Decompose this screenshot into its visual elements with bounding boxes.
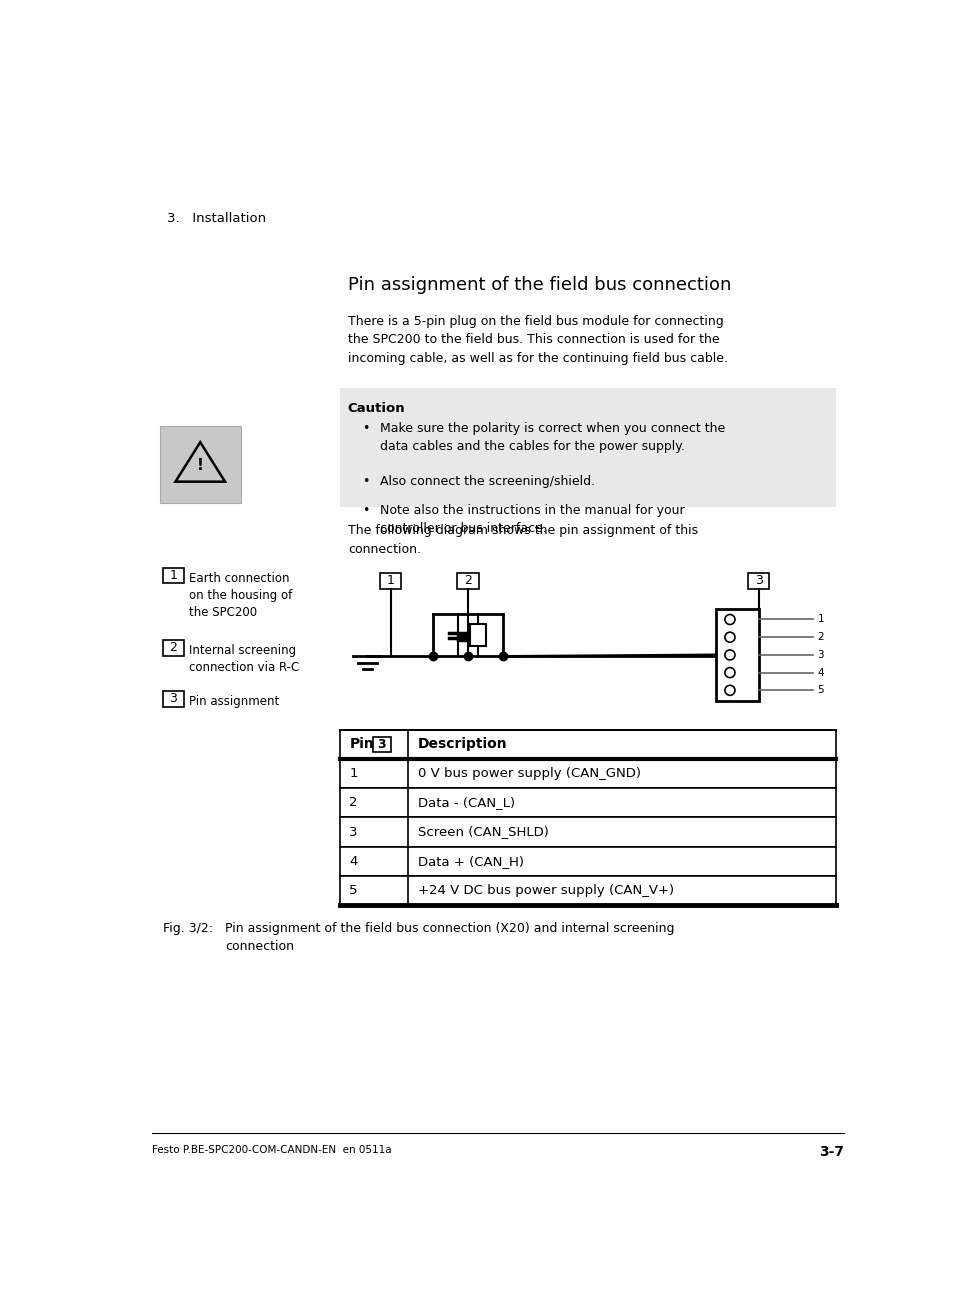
Bar (379, 572, 401, 589)
Text: Festo P.BE-SPC200-COM-CANDN-EN  en 0511a: Festo P.BE-SPC200-COM-CANDN-EN en 0511a (152, 1144, 391, 1155)
Text: +24 V DC bus power supply (CAN_V+): +24 V DC bus power supply (CAN_V+) (417, 884, 673, 897)
Bar (340, 730, 835, 759)
Text: 0 V bus power supply (CAN_GND): 0 V bus power supply (CAN_GND) (417, 767, 640, 780)
Text: Caution: Caution (348, 401, 405, 414)
Bar (340, 846, 835, 876)
Text: 5: 5 (817, 686, 823, 695)
Bar (340, 788, 835, 818)
Bar (340, 759, 835, 788)
Bar (373, 737, 390, 752)
Text: •: • (361, 474, 369, 487)
Text: Fig. 3/2:: Fig. 3/2: (163, 922, 213, 935)
Text: Internal screening
connection via R-C: Internal screening connection via R-C (189, 644, 299, 674)
Text: 5: 5 (349, 884, 357, 897)
Text: 1: 1 (386, 575, 394, 588)
Text: Description: Description (417, 737, 507, 751)
Text: 4: 4 (349, 854, 357, 867)
Bar (163, 568, 183, 584)
Bar (163, 691, 183, 707)
Bar (159, 426, 241, 503)
Text: Data + (CAN_H): Data + (CAN_H) (417, 854, 523, 867)
Text: 1: 1 (349, 767, 357, 780)
Bar (163, 640, 183, 656)
Bar (747, 572, 769, 589)
Bar (716, 609, 758, 701)
Text: Data - (CAN_L): Data - (CAN_L) (417, 797, 515, 810)
Text: The following diagram shows the pin assignment of this
connection.: The following diagram shows the pin assi… (348, 524, 698, 555)
Text: Pin: Pin (349, 737, 374, 751)
Text: •: • (361, 504, 369, 517)
Text: 3: 3 (817, 650, 823, 660)
Text: 3.   Installation: 3. Installation (167, 212, 266, 225)
Text: Pin assignment of the field bus connection: Pin assignment of the field bus connecti… (348, 276, 731, 294)
Text: 3: 3 (170, 692, 177, 705)
Text: 2: 2 (349, 797, 357, 810)
Bar (456, 572, 478, 589)
Text: 4: 4 (817, 667, 823, 678)
Text: 1: 1 (170, 569, 177, 582)
Text: Make sure the polarity is correct when you connect the
data cables and the cable: Make sure the polarity is correct when y… (380, 422, 725, 453)
Text: 3: 3 (349, 825, 357, 838)
Text: 2: 2 (463, 575, 472, 588)
Text: 3: 3 (377, 738, 386, 751)
Text: Note also the instructions in the manual for your
controller or bus interface.: Note also the instructions in the manual… (380, 504, 684, 535)
Text: 2: 2 (170, 641, 177, 654)
Text: 1: 1 (817, 615, 823, 624)
Text: Earth connection
on the housing of
the SPC200: Earth connection on the housing of the S… (189, 572, 292, 619)
Bar (340, 876, 835, 905)
Bar (340, 388, 835, 507)
Bar (340, 818, 835, 846)
Bar (470, 624, 485, 646)
Text: Pin assignment of the field bus connection (X20) and internal screening
connecti: Pin assignment of the field bus connecti… (225, 922, 674, 953)
Text: Also connect the screening/shield.: Also connect the screening/shield. (380, 474, 595, 487)
Text: 2: 2 (817, 632, 823, 643)
Text: There is a 5-pin plug on the field bus module for connecting
the SPC200 to the f: There is a 5-pin plug on the field bus m… (348, 315, 727, 364)
Text: Screen (CAN_SHLD): Screen (CAN_SHLD) (417, 825, 548, 838)
Text: •: • (361, 422, 369, 435)
Text: 3: 3 (754, 575, 761, 588)
Text: !: ! (196, 458, 203, 473)
Text: 3-7: 3-7 (818, 1144, 843, 1158)
Text: Pin assignment: Pin assignment (189, 695, 279, 708)
